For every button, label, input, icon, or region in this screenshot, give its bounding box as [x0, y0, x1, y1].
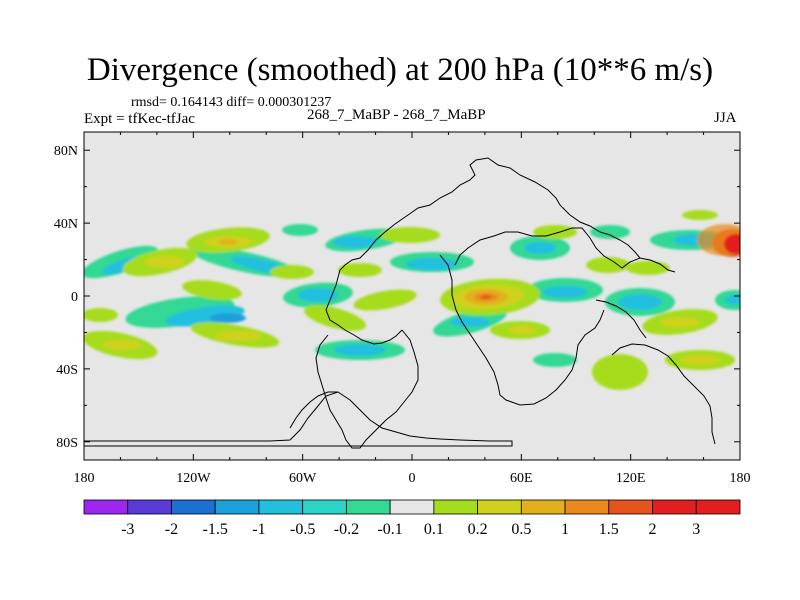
case-name-label: 268_7_MaBP - 268_7_MaBP	[307, 107, 486, 123]
rmsd-stats: rmsd= 0.164143 diff= 0.000301237	[131, 95, 332, 110]
colorbar-box	[695, 499, 741, 515]
colorbar-label: 1	[561, 521, 569, 538]
colorbar-label: -0.5	[290, 521, 315, 538]
colorbar-box	[83, 499, 129, 515]
colorbar-label: 3	[692, 521, 700, 538]
x-tick-label: 0	[409, 471, 416, 486]
colorbar-label: 0.1	[424, 521, 444, 538]
colorbar-box	[564, 499, 610, 515]
colorbar-label: -3	[121, 521, 134, 538]
central-america-outline	[325, 269, 403, 345]
x-tick-label: 60W	[289, 471, 317, 486]
colorbar-label: 0.5	[511, 521, 531, 538]
positive-anomaly-patches	[84, 210, 740, 390]
south-america-outline	[315, 329, 419, 449]
colorbar-label: -0.2	[334, 521, 359, 538]
colorbar-box	[520, 499, 566, 515]
colorbar-label: -1	[252, 521, 265, 538]
eurasia-outline	[454, 227, 676, 273]
experiment-label: Expt = tfKec-tfJac	[84, 111, 195, 127]
x-tick-label: 60E	[510, 471, 533, 486]
colorbar-label: 0.2	[468, 521, 488, 538]
y-tick-label: 40N	[54, 217, 78, 232]
colorbar-box	[608, 499, 653, 515]
maritime-continent-outline	[595, 299, 647, 339]
colorbar-label: -1.5	[203, 521, 228, 538]
north-america-outline	[339, 157, 561, 271]
x-tick-label: 180	[730, 471, 751, 486]
divergence-field	[84, 210, 740, 390]
y-tick-label: 0	[71, 290, 78, 305]
colorbar-label: -0.1	[377, 521, 402, 538]
colorbar-label: 2	[649, 521, 657, 538]
colorbar-label: -2	[165, 521, 178, 538]
coastlines	[84, 157, 716, 449]
colorbar-box	[389, 499, 435, 515]
colorbar-box	[214, 499, 260, 515]
colorbar-box	[345, 499, 391, 515]
colorbar-box	[127, 499, 172, 515]
colorbar-box	[258, 499, 304, 515]
antarctica-outline	[84, 391, 513, 447]
antarctic-peninsula-outline	[289, 391, 338, 429]
colorbar-box	[652, 499, 697, 515]
x-tick-label: 120W	[176, 471, 211, 486]
y-tick-label: 40S	[56, 363, 78, 378]
y-tick-label: 80N	[54, 144, 78, 159]
australia-outline	[611, 343, 716, 445]
asia-east-outline	[559, 204, 641, 259]
y-axis: 80N 40N 0 40S 80S	[54, 144, 740, 451]
colorbar: -3 -2 -1.5 -1 -0.5 -0.2 -0.1 0.1 0.2 0.5 1 1.5 2 3	[83, 499, 741, 538]
season-label: JJA	[714, 110, 737, 126]
colorbar-box	[302, 499, 347, 515]
colorbar-box	[171, 499, 216, 515]
africa-outline	[439, 254, 605, 406]
colorbar-box	[433, 499, 479, 515]
x-tick-label: 180	[74, 471, 95, 486]
colorbar-box	[477, 499, 522, 515]
y-tick-label: 80S	[56, 436, 78, 451]
plot-title: Divergence (smoothed) at 200 hPa (10**6 …	[86, 52, 714, 88]
x-tick-label: 120E	[616, 471, 646, 486]
colorbar-label: 1.5	[599, 521, 619, 538]
x-axis: 180 120W 60W 0 60E 120E 180	[74, 132, 751, 486]
